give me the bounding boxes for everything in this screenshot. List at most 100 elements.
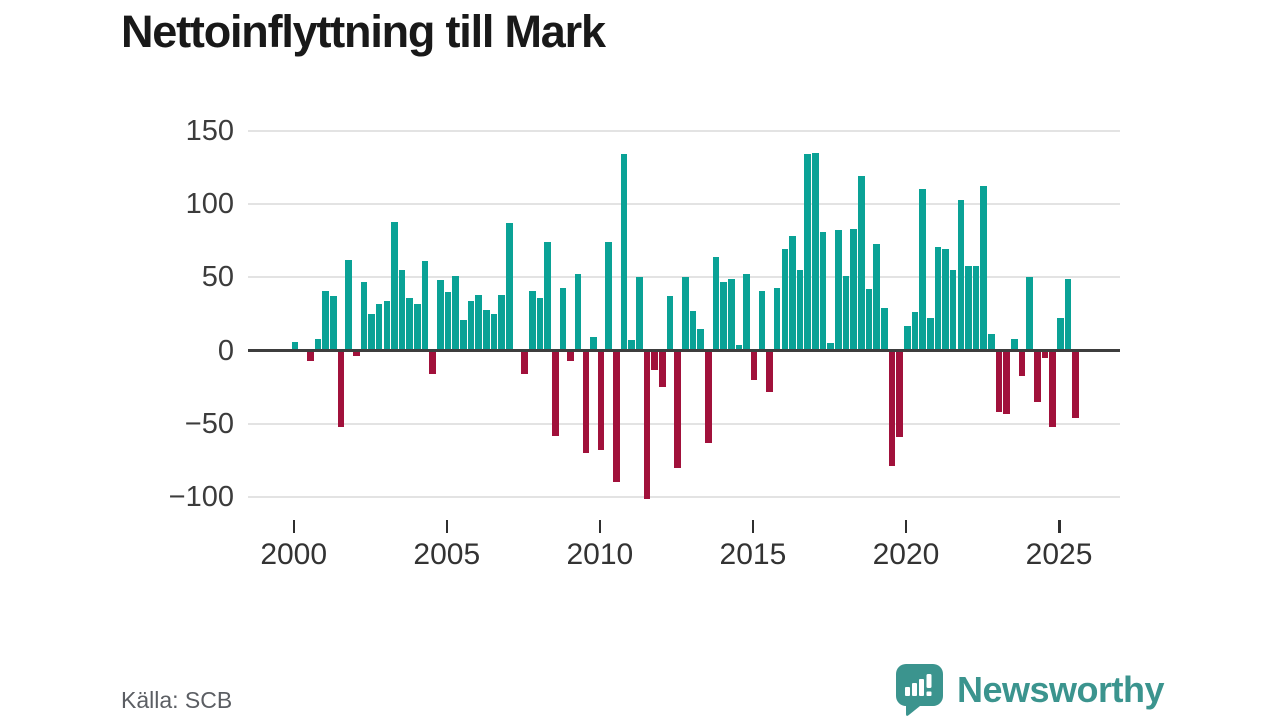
bar-2000q4 [314, 338, 322, 351]
bar-2004q4 [437, 280, 444, 351]
bar-2011q4 [651, 350, 658, 370]
bar-2017q1 [812, 152, 819, 351]
bar-2004q1 [414, 303, 421, 351]
bar-2021q3 [949, 269, 957, 351]
bar-2009q3 [582, 350, 590, 454]
bar-2020q2 [911, 312, 919, 351]
bar-2009q2 [574, 274, 582, 351]
bar-2020q3 [919, 189, 926, 351]
bar-2010q2 [605, 242, 613, 351]
bar-2007q3 [521, 350, 528, 375]
bar-2024q1 [1026, 277, 1033, 351]
bar-2010q3 [613, 350, 620, 483]
bar-2001q2 [329, 296, 337, 351]
bar-2022q4 [988, 334, 995, 351]
bar-2019q4 [896, 350, 903, 438]
x-axis-label-2015: 2015 [719, 538, 787, 571]
x-tick-2015 [751, 520, 755, 533]
bar-2015q2 [758, 290, 766, 351]
x-axis-label-2010: 2010 [566, 538, 634, 571]
bar-2012q2 [666, 296, 674, 351]
gridline--100 [248, 496, 1120, 499]
bar-2001q1 [322, 290, 329, 351]
branding: Newsworthy [896, 664, 1165, 716]
y-axis-label-150: 150 [185, 114, 234, 147]
bar-2002q1 [352, 350, 360, 357]
chart-title: Nettoinflyttning till Mark [121, 6, 606, 57]
x-tick-2000 [292, 520, 296, 533]
bar-2003q1 [383, 300, 391, 351]
bar-2019q1 [873, 243, 880, 351]
bar-2018q4 [865, 289, 873, 351]
bar-2001q3 [337, 350, 345, 427]
bar-2011q2 [636, 277, 643, 351]
bar-2024q3 [1041, 350, 1049, 358]
bar-2014q1 [720, 281, 727, 351]
bar-2023q3 [1011, 338, 1018, 351]
bar-2006q3 [490, 313, 498, 351]
bar-2022q2 [972, 265, 980, 351]
x-axis-label-2005: 2005 [413, 538, 481, 571]
bar-2002q3 [368, 313, 375, 351]
y-axis-label--100: −100 [168, 481, 234, 514]
x-axis-line [248, 348, 1120, 353]
bar-2022q1 [965, 265, 972, 351]
x-axis-label-2020: 2020 [872, 538, 940, 571]
x-axis-label-2000: 2000 [260, 538, 328, 571]
bar-2017q4 [835, 230, 842, 351]
bar-2025q1 [1057, 318, 1064, 351]
bar-2008q1 [536, 297, 544, 351]
bar-2015q4 [773, 287, 781, 351]
bar-2001q4 [345, 259, 352, 351]
bar-2006q1 [475, 294, 482, 351]
bar-2006q4 [498, 294, 505, 351]
bar-2000q3 [307, 350, 314, 361]
bar-2018q2 [850, 228, 857, 351]
bar-2017q2 [819, 231, 827, 351]
bar-2023q4 [1018, 350, 1026, 376]
gridline-100 [248, 203, 1120, 206]
bar-2005q4 [467, 300, 475, 351]
bar-2013q2 [697, 328, 704, 351]
bar-2007q1 [505, 223, 513, 351]
bar-2017q3 [827, 343, 835, 351]
bar-2010q4 [620, 154, 628, 351]
bar-2005q1 [444, 291, 452, 351]
bar-2010q1 [597, 350, 605, 451]
gridline-150 [248, 129, 1120, 132]
bar-2003q4 [406, 297, 414, 351]
bar-2020q4 [926, 318, 934, 351]
bar-2018q1 [842, 275, 850, 351]
bar-2013q4 [712, 256, 720, 351]
bar-2008q2 [544, 242, 551, 351]
bar-2009q1 [567, 350, 574, 361]
bar-2024q2 [1034, 350, 1041, 402]
bar-2013q1 [689, 311, 697, 351]
bar-2022q3 [980, 186, 988, 351]
bar-2024q4 [1049, 350, 1056, 427]
bar-2008q3 [551, 350, 559, 436]
bar-2014q3 [735, 344, 743, 351]
x-tick-2025 [1058, 520, 1061, 533]
x-tick-2005 [445, 520, 449, 533]
bar-2023q2 [1003, 350, 1011, 414]
bar-2012q3 [674, 350, 681, 468]
bar-2012q1 [659, 350, 666, 388]
bar-2009q4 [590, 337, 597, 351]
newsworthy-logo-icon [896, 664, 943, 716]
bar-2025q3 [1072, 350, 1079, 418]
bar-2011q3 [643, 350, 651, 499]
gridline--50 [248, 422, 1120, 425]
bar-2006q2 [483, 309, 490, 351]
bar-2021q4 [957, 199, 965, 351]
bar-2002q2 [360, 281, 368, 351]
bar-2002q4 [375, 303, 383, 351]
bar-2016q3 [796, 269, 804, 351]
bar-2016q1 [781, 249, 789, 351]
bar-2016q4 [804, 154, 812, 351]
bar-2015q1 [750, 350, 758, 380]
bar-2021q2 [942, 249, 949, 351]
y-axis-label-100: 100 [185, 188, 234, 221]
